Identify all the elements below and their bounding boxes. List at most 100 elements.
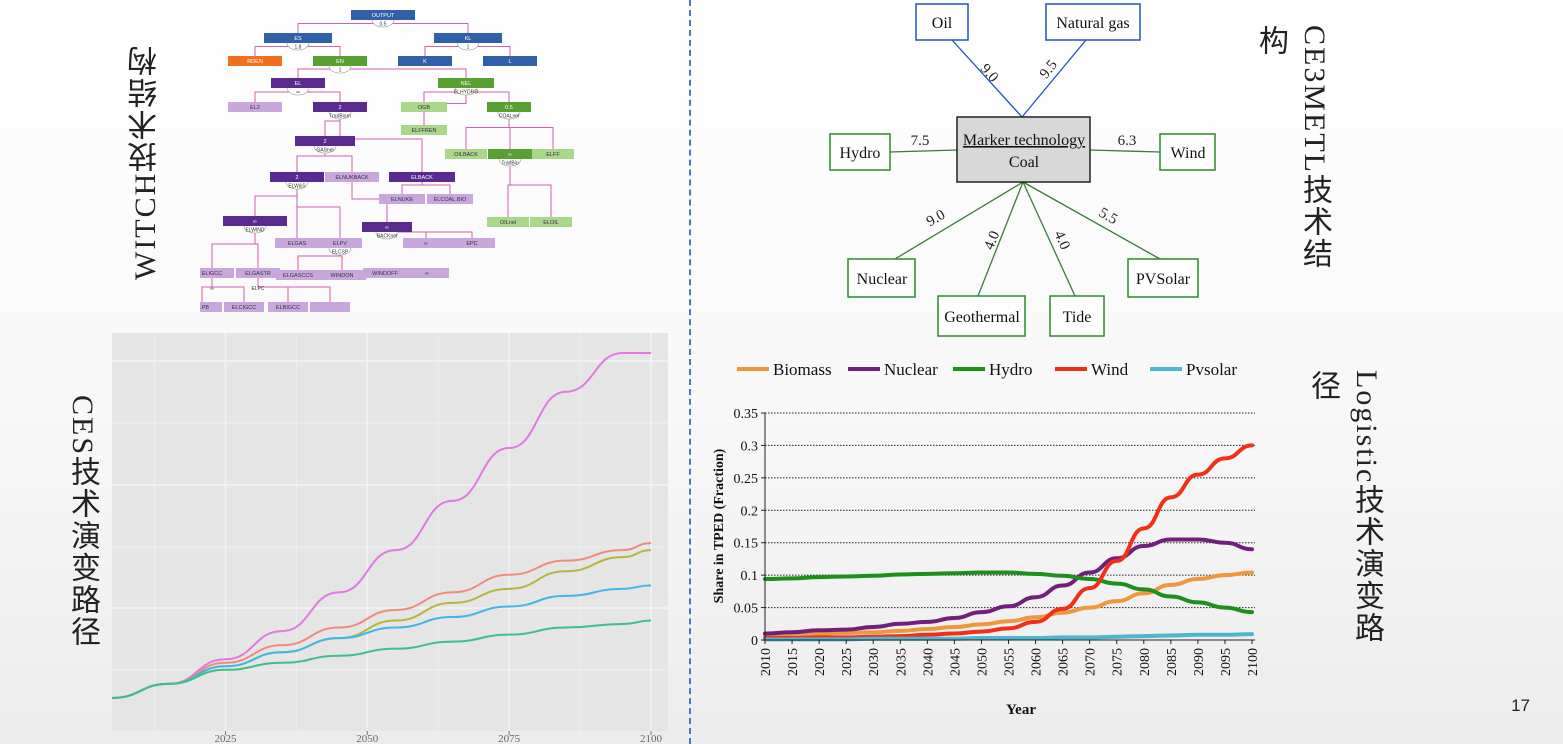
witch-node: EL ∞	[271, 78, 325, 96]
wind-label: Wind	[1171, 145, 1206, 162]
witch-node: 2 ELW&S	[270, 172, 324, 190]
witch-node-box	[379, 194, 425, 204]
witch-node-label: WINDON	[331, 273, 354, 279]
logistic-x-tick-label: 2030	[867, 648, 882, 676]
legend-label: Nuclear	[884, 360, 938, 379]
witch-node: ELPV ELCSP	[318, 238, 362, 256]
witch-node-arc	[286, 87, 310, 96]
logistic-x-axis-label: Year	[1006, 702, 1036, 718]
witch-node-arc	[497, 111, 521, 120]
weight-nuclear: 9.0	[924, 207, 948, 230]
ces-series-line-2	[112, 542, 652, 699]
logistic-x-tick-label: 2075	[1111, 648, 1126, 676]
witch-node-arc	[328, 111, 352, 120]
witch-node-box	[310, 302, 350, 312]
logistic-x-tick-label: 2040	[921, 648, 936, 676]
legend-item-biomass: Biomass	[737, 360, 832, 379]
witch-node: OILnel	[487, 217, 529, 227]
witch-node-label: ∞	[385, 225, 389, 231]
witch-node-label: EL2	[250, 105, 260, 111]
witch-node: EPC	[449, 238, 495, 248]
logistic-series-wind	[763, 443, 1254, 641]
nuclear-label: Nuclear	[857, 271, 908, 288]
witch-node-box	[403, 238, 449, 248]
edge-wind	[1089, 149, 1161, 153]
geothermal-box	[937, 295, 1026, 337]
witch-edge	[509, 159, 552, 217]
witch-node-box	[223, 216, 287, 226]
witch-node-box	[434, 33, 502, 43]
witch-node-box	[449, 238, 495, 248]
witch-node-box	[398, 56, 452, 66]
witch-node: 2 GASnel	[295, 136, 355, 154]
witch-node-box	[200, 302, 222, 312]
witch-edge	[508, 112, 554, 149]
witch-node: ELCIGCC	[224, 302, 264, 312]
witch-node: WINDON	[318, 270, 366, 280]
witch-node-arc	[313, 145, 337, 154]
witch-node-arc	[286, 42, 310, 51]
witch-node-box	[487, 217, 529, 227]
legend-item-hydro: Hydro	[953, 360, 1032, 379]
witch-node-label: NEL	[461, 81, 472, 87]
nuclear-box	[847, 258, 916, 298]
logistic-series-biomass	[763, 570, 1254, 637]
witch-node-weight: 0.5	[380, 22, 387, 28]
witch-node: NEL ELHYDRO	[438, 78, 494, 96]
logistic-x-tick-label: 2070	[1084, 648, 1099, 676]
witch-node-weight: 1.8	[295, 45, 302, 51]
marker-technology-label: Marker technology	[963, 132, 1085, 149]
witch-node-box	[318, 238, 362, 248]
witch-node-label: ELIGCC	[202, 271, 223, 277]
logistic-caption: Logistic技术演变路径	[1306, 370, 1383, 645]
coal-label: Coal	[1009, 154, 1040, 171]
witch-node-label: ELBACK	[411, 175, 433, 181]
witch-node-box	[313, 102, 367, 112]
witch-node-label: ELGASCCS	[283, 273, 313, 279]
natural-gas-label: Natural gas	[1056, 15, 1129, 32]
witch-node-box	[363, 268, 407, 278]
logistic-y-tick-label: 0.1	[741, 569, 759, 584]
witch-node-label: ELNUKBACK	[335, 175, 369, 181]
witch-edge	[297, 20, 384, 33]
witch-node: ELPB	[200, 302, 222, 312]
witch-node-box	[228, 56, 282, 66]
witch-node-weight: ELW&S	[288, 184, 306, 190]
legend-label: Hydro	[989, 360, 1032, 379]
witch-edge	[339, 66, 467, 78]
witch-node: WINDOFF	[363, 268, 407, 278]
witch-edge	[211, 278, 245, 302]
logistic-chart: Biomass Nuclear Hydro Wind Pvsolar 0 0.05 0.1 0…	[712, 360, 1260, 718]
witch-node-weight: ∞	[210, 286, 214, 292]
wind-box	[1159, 133, 1216, 171]
witch-edge	[382, 20, 469, 33]
witch-caption: WITCH技术结构	[129, 43, 162, 280]
hydro-label: Hydro	[840, 145, 881, 162]
tide-label: Tide	[1063, 309, 1092, 326]
pvsolar-box	[1127, 258, 1199, 298]
logistic-x-tick-label: 2035	[894, 648, 909, 676]
logistic-x-tick-label: 2025	[840, 648, 855, 676]
witch-node: ELCOAL.BIO	[427, 194, 473, 204]
witch-node-box	[438, 78, 494, 88]
witch-node-label: ELPV	[333, 241, 347, 247]
witch-node-label: ELCIGCC	[232, 305, 256, 311]
oil-box	[915, 3, 969, 41]
weight-gas: 9.5	[1037, 57, 1061, 82]
ces-plot-background	[112, 333, 668, 731]
logistic-x-tick-label: 2080	[1138, 648, 1153, 676]
logistic-y-tick-label: 0	[751, 634, 758, 649]
witch-node-label: ELOIL	[543, 220, 559, 226]
witch-node-weight: 1	[339, 68, 342, 74]
marker-technology-box	[956, 116, 1091, 183]
logistic-y-tick-label: 0.35	[734, 407, 759, 422]
witch-node-box	[483, 56, 537, 66]
witch-node: ELIGCC	[200, 268, 234, 278]
witch-node-box	[228, 102, 282, 112]
logistic-x-tick-label: 2015	[786, 648, 801, 676]
witch-node: ∞ BACKnel	[362, 222, 412, 240]
witch-node-label: RDEN	[247, 59, 263, 65]
logistic-series-pvsolar	[763, 632, 1254, 642]
witch-node-label: ELGASTR	[245, 271, 271, 277]
